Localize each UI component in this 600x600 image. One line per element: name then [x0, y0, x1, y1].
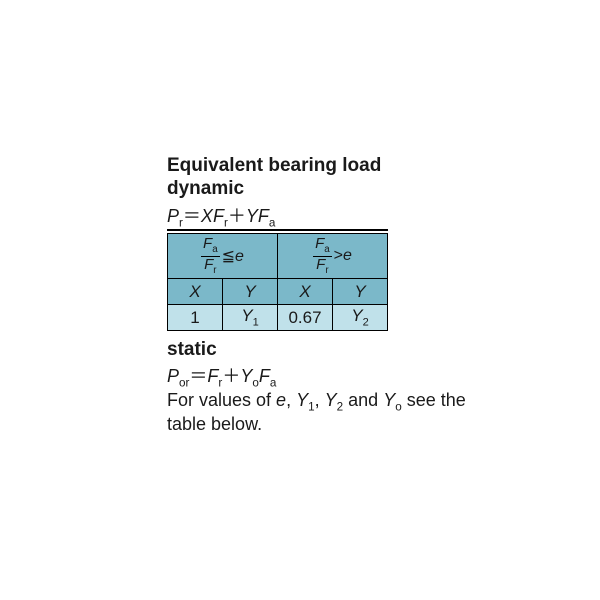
- st-t2-coef-var: Y: [240, 366, 252, 386]
- le-sym: ≦: [222, 248, 235, 265]
- val-x1: 1: [168, 305, 223, 331]
- lbl-y1: Y: [244, 282, 255, 301]
- dyn-t1-var: F: [213, 206, 224, 226]
- note-c1: ,: [286, 390, 296, 410]
- y1-var: Y: [241, 306, 252, 325]
- note-c3: and: [343, 390, 383, 410]
- note-e: e: [276, 390, 286, 410]
- e-right: e: [343, 247, 352, 264]
- load-table: Fa Fr ≦e Fa Fr >e X Y X Y 1 Y1 0.67 Y2: [167, 233, 388, 331]
- st-eq: ＝: [189, 366, 207, 386]
- st-lhs-var: P: [167, 366, 179, 386]
- e-left: e: [235, 248, 244, 265]
- lbl-x1: X: [189, 282, 200, 301]
- document-section: Equivalent bearing load dynamic Pr＝XFr＋Y…: [167, 155, 477, 435]
- note-y2v: Y: [325, 390, 337, 410]
- st-plus: ＋: [222, 366, 240, 386]
- note-pre: For values of: [167, 390, 276, 410]
- fl-den-var: F: [204, 256, 213, 273]
- footer-note: For values of e, Y1, Y2 and Yo see the t…: [167, 390, 477, 436]
- val-y2: Y2: [333, 305, 388, 331]
- y2-var: Y: [351, 306, 362, 325]
- dyn-lhs-var: P: [167, 206, 179, 226]
- dynamic-formula: Pr＝XFr＋YFa: [167, 202, 477, 230]
- dynamic-subtitle: dynamic: [167, 178, 477, 201]
- gt-sym: >: [334, 247, 343, 264]
- y2-sub: 2: [363, 317, 369, 329]
- dyn-t1-coef: X: [201, 206, 213, 226]
- fl-den-sub: r: [213, 265, 216, 276]
- hdr-left: Fa Fr ≦e: [168, 234, 278, 279]
- dyn-plus: ＋: [228, 206, 246, 226]
- lbl-y2: Y: [354, 282, 365, 301]
- frac-left: Fa Fr: [201, 236, 220, 275]
- st-t1-var: F: [207, 366, 218, 386]
- note-yov: Y: [383, 390, 395, 410]
- dyn-t2-coef: Y: [246, 206, 258, 226]
- st-t2-var: F: [259, 366, 270, 386]
- load-table-wrap: Fa Fr ≦e Fa Fr >e X Y X Y 1 Y1 0.67 Y2: [167, 229, 388, 331]
- section-title: Equivalent bearing load: [167, 155, 477, 178]
- st-lhs-sub: or: [179, 377, 189, 390]
- fr-num-sub: a: [324, 244, 329, 255]
- dyn-t2-var: F: [258, 206, 269, 226]
- dyn-t2-sub: a: [269, 216, 276, 229]
- col-y1: Y: [223, 279, 278, 305]
- col-x2: X: [278, 279, 333, 305]
- static-subtitle: static: [167, 339, 477, 361]
- col-y2: Y: [333, 279, 388, 305]
- st-t2-sub: a: [270, 377, 277, 390]
- val-y1: Y1: [223, 305, 278, 331]
- lbl-x2: X: [299, 282, 310, 301]
- note-y1v: Y: [296, 390, 308, 410]
- note-c2: ,: [315, 390, 325, 410]
- frac-right: Fa Fr: [313, 236, 332, 275]
- static-formula: Por＝Fr＋YoFa: [167, 362, 477, 390]
- fl-num-var: F: [203, 235, 212, 252]
- y1-sub: 1: [253, 317, 259, 329]
- col-x1: X: [168, 279, 223, 305]
- fr-den-var: F: [316, 256, 325, 273]
- val-x2: 0.67: [278, 305, 333, 331]
- fl-num-sub: a: [212, 244, 217, 255]
- fr-num-var: F: [315, 235, 324, 252]
- dyn-eq: ＝: [183, 206, 201, 226]
- fr-den-sub: r: [325, 265, 328, 276]
- hdr-right: Fa Fr >e: [278, 234, 388, 279]
